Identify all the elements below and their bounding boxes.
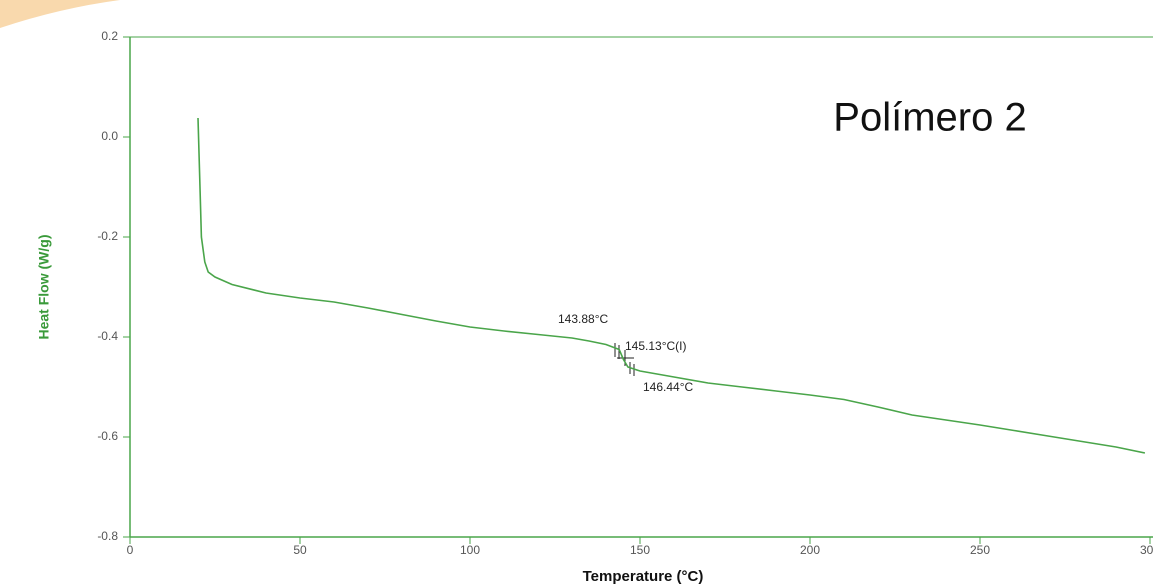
chart-title: Polímero 2 (833, 96, 1026, 140)
y-tick-label: -0.2 (97, 229, 118, 243)
y-tick-label: 0.0 (101, 129, 118, 143)
annotation: 143.88°C (558, 312, 609, 326)
x-tick-label: 150 (630, 543, 650, 557)
y-axis-label: Heat Flow (W/g) (36, 235, 52, 340)
x-axis-label: Temperature (°C) (583, 568, 704, 585)
x-tick-label: 0 (127, 543, 134, 557)
x-tick-label: 250 (970, 543, 990, 557)
transition-markers (614, 343, 635, 376)
x-tick-label: 100 (460, 543, 480, 557)
annotation: 145.13°C(I) (625, 339, 687, 353)
annotation: 146.44°C (643, 380, 694, 394)
data-line (197, 117, 1146, 454)
y-tick-label: -0.4 (97, 329, 118, 343)
x-tick-label: 50 (293, 543, 307, 557)
x-tick-label: 300 (1140, 543, 1153, 557)
x-tick-label: 200 (800, 543, 820, 557)
y-tick-label: 0.2 (101, 29, 118, 43)
y-tick-label: -0.6 (97, 429, 118, 443)
decor-swoosh (0, 0, 120, 28)
y-tick-label: -0.8 (97, 529, 118, 543)
